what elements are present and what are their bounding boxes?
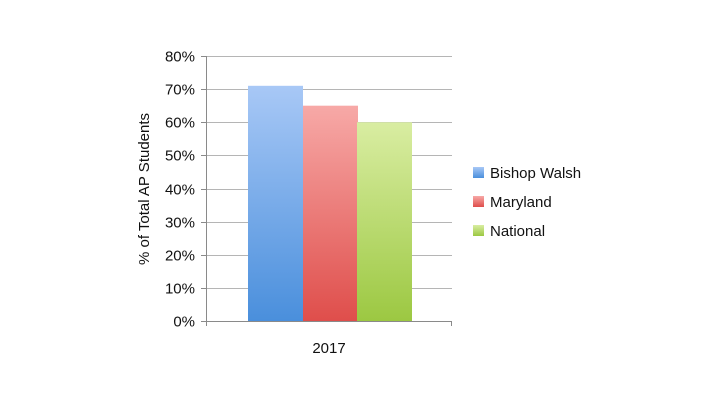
legend: Bishop Walsh Maryland National — [473, 165, 581, 240]
y-tick-label: 10% — [165, 281, 195, 298]
legend-label: Bishop Walsh — [490, 165, 581, 182]
bar-national — [357, 122, 412, 321]
bar-bishop-walsh — [248, 85, 303, 321]
axes — [201, 56, 452, 326]
y-tick-label: 80% — [165, 49, 195, 66]
legend-label: Maryland — [490, 194, 552, 211]
x-tick-labels: 2017 — [312, 340, 345, 357]
y-tick-label: 50% — [165, 148, 195, 165]
y-tick-labels: 0% 10% 20% 30% 40% 50% 60% 70% 80% — [165, 49, 195, 331]
y-tick-label: 60% — [165, 115, 195, 132]
bar-maryland — [303, 105, 358, 321]
legend-swatch-national — [473, 225, 484, 236]
y-tick-label: 40% — [165, 182, 195, 199]
y-tick-label: 0% — [173, 314, 195, 331]
y-tick-label: 30% — [165, 215, 195, 232]
y-tick-label: 70% — [165, 82, 195, 99]
y-tick-label: 20% — [165, 248, 195, 265]
legend-swatch-bishop-walsh — [473, 167, 484, 178]
legend-label: National — [490, 223, 545, 240]
y-axis-title: % of Total AP Students — [136, 113, 153, 265]
bars — [248, 85, 412, 321]
legend-swatch-maryland — [473, 196, 484, 207]
x-tick-label: 2017 — [312, 340, 345, 357]
